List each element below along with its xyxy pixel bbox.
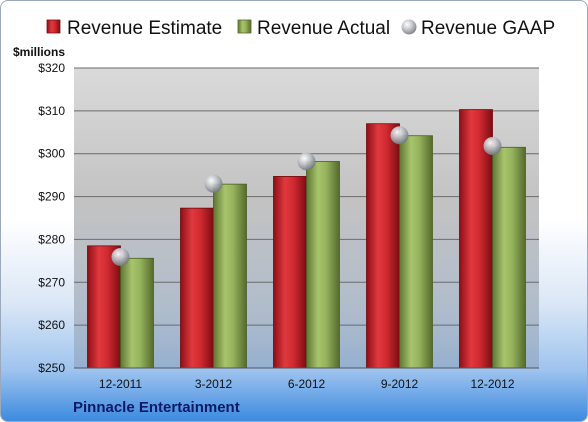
x-tick-label: 12-2011 — [99, 377, 142, 391]
bar-estimate-6-2012 — [273, 176, 307, 369]
legend-marker-gaap — [401, 19, 417, 35]
x-tick-label: 3-2012 — [195, 377, 233, 391]
legend-swatch-actual — [237, 19, 252, 34]
marker-gaap-6-2012 — [297, 152, 316, 171]
bar-actual-3-2012 — [213, 183, 247, 369]
y-axis-unit-label: $millions — [13, 45, 65, 59]
x-axis-ticks: 12-2011 3-2012 6-2012 9-2012 12-2012 — [99, 377, 515, 391]
marker-gaap-9-2012 — [390, 126, 409, 145]
legend-swatch-estimate — [46, 19, 61, 34]
legend-label-estimate: Revenue Estimate — [67, 18, 222, 39]
bar-estimate-9-2012 — [366, 123, 400, 369]
legend-label-actual: Revenue Actual — [257, 18, 390, 39]
bar-estimate-3-2012 — [180, 207, 214, 369]
company-name: Pinnacle Entertainment — [73, 399, 240, 416]
y-tick-label: $300 — [38, 147, 65, 161]
y-tick-label: $270 — [38, 275, 65, 289]
x-tick-label: 6-2012 — [288, 377, 326, 391]
y-tick-label: $290 — [38, 190, 65, 204]
bar-actual-12-2012 — [492, 146, 526, 369]
y-tick-label: $310 — [38, 104, 65, 118]
marker-gaap-3-2012 — [204, 174, 223, 193]
legend-item-actual: Revenue Actual — [237, 18, 390, 39]
legend-item-estimate: Revenue Estimate — [46, 18, 222, 39]
bar-actual-12-2011 — [120, 257, 154, 369]
gaap-markers — [111, 126, 502, 266]
bar-actual-6-2012 — [306, 161, 340, 369]
marker-gaap-12-2011 — [111, 248, 130, 266]
x-tick-label: 9-2012 — [381, 377, 419, 391]
legend-label-gaap: Revenue GAAP — [421, 18, 555, 39]
y-tick-label: $260 — [38, 318, 65, 332]
y-tick-label: $250 — [38, 361, 65, 375]
legend-item-gaap: Revenue GAAP — [401, 18, 555, 39]
bar-actual-9-2012 — [399, 135, 433, 369]
y-axis-ticks: $250 $260 $270 $280 $290 $300 $310 $320 — [38, 61, 65, 375]
x-tick-label: 12-2012 — [470, 377, 514, 391]
y-tick-label: $320 — [38, 61, 65, 75]
y-tick-label: $280 — [38, 232, 65, 246]
marker-gaap-12-2012 — [483, 137, 502, 155]
legend: Revenue Estimate Revenue Actual Revenue … — [46, 18, 555, 39]
